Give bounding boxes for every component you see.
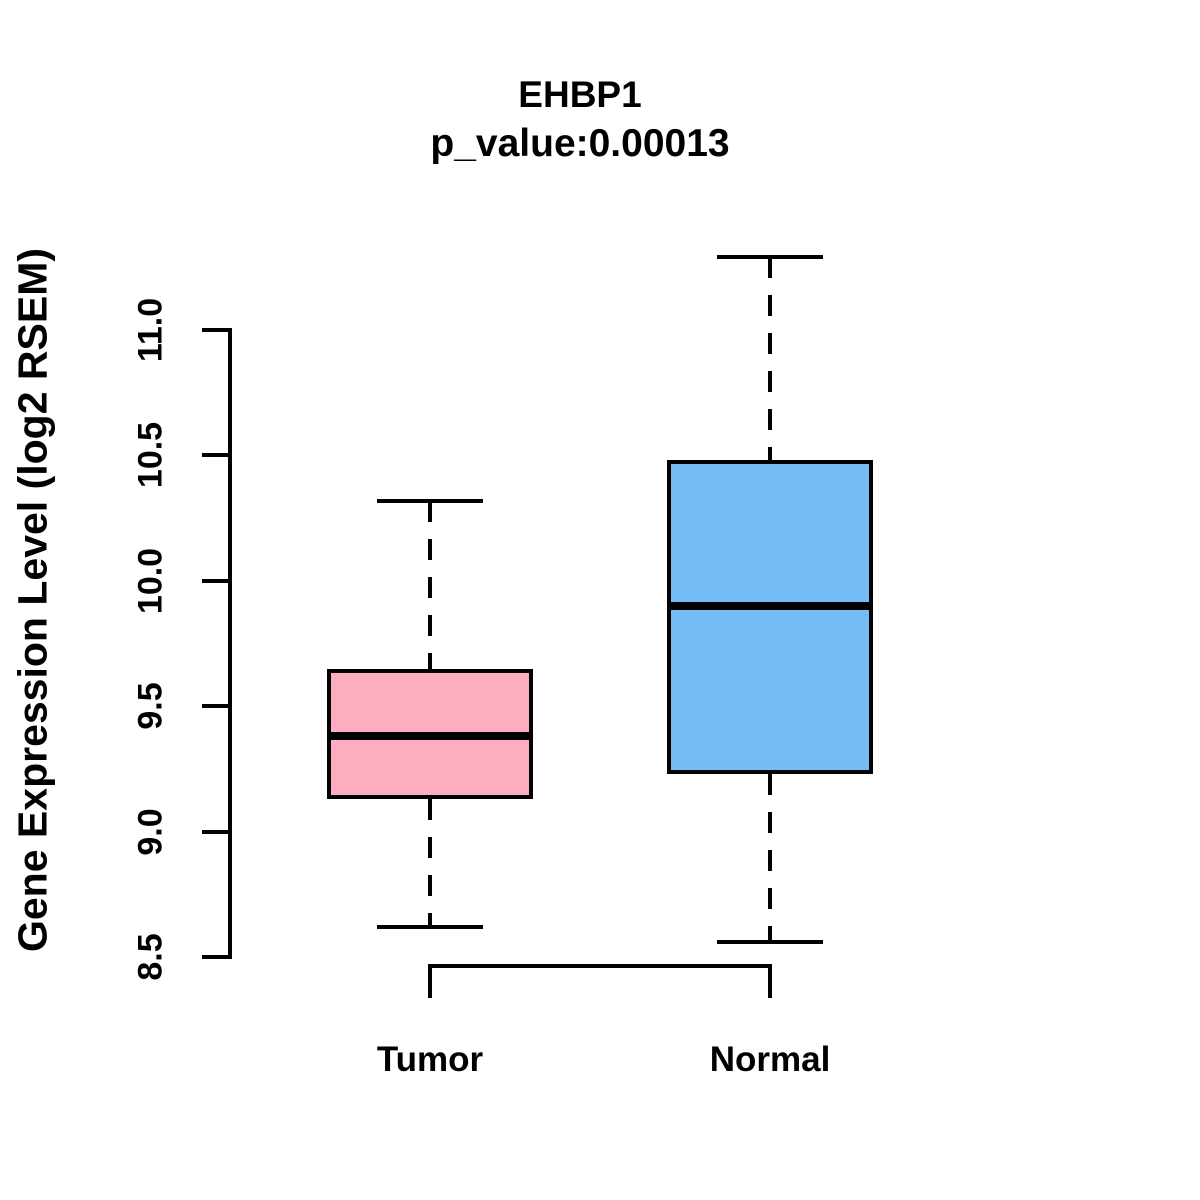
x-category-label-tumor: Tumor	[376, 1040, 484, 1079]
chart-title: EHBP1	[518, 74, 642, 115]
median-tumor	[327, 732, 533, 741]
chart-pvalue-subtitle: p_value:0.00013	[430, 122, 730, 165]
y-tick	[202, 328, 230, 332]
y-tick-label: 9.0	[131, 807, 170, 856]
y-tick-label: 10.5	[131, 422, 170, 489]
whisker-upper-tumor	[428, 500, 432, 669]
box-normal	[667, 460, 873, 774]
y-tick	[202, 453, 230, 458]
y-axis-label: Gene Expression Level (log2 RSEM)	[9, 247, 56, 953]
whisker-lower-normal	[768, 773, 772, 942]
y-tick-label: 11.0	[131, 297, 170, 363]
y-axis-line	[228, 328, 232, 959]
x-axis-tick-tumor	[428, 964, 432, 998]
median-normal	[667, 601, 873, 610]
whisker-cap-max-normal	[717, 255, 823, 260]
y-tick	[202, 955, 230, 959]
y-tick	[202, 578, 230, 583]
y-tick-label: 10.0	[131, 547, 170, 614]
whisker-cap-min-tumor	[377, 924, 483, 929]
y-tick	[202, 704, 230, 709]
y-tick-label: 8.5	[131, 933, 170, 981]
x-category-label-normal: Normal	[709, 1040, 831, 1079]
x-axis-line	[428, 964, 772, 968]
whisker-upper-normal	[768, 257, 772, 461]
y-tick-label: 9.5	[131, 682, 170, 730]
y-tick	[202, 829, 230, 834]
whisker-cap-max-tumor	[377, 498, 483, 503]
whisker-cap-min-normal	[717, 939, 823, 944]
x-axis-tick-normal	[768, 964, 772, 998]
whisker-lower-tumor	[428, 798, 432, 927]
